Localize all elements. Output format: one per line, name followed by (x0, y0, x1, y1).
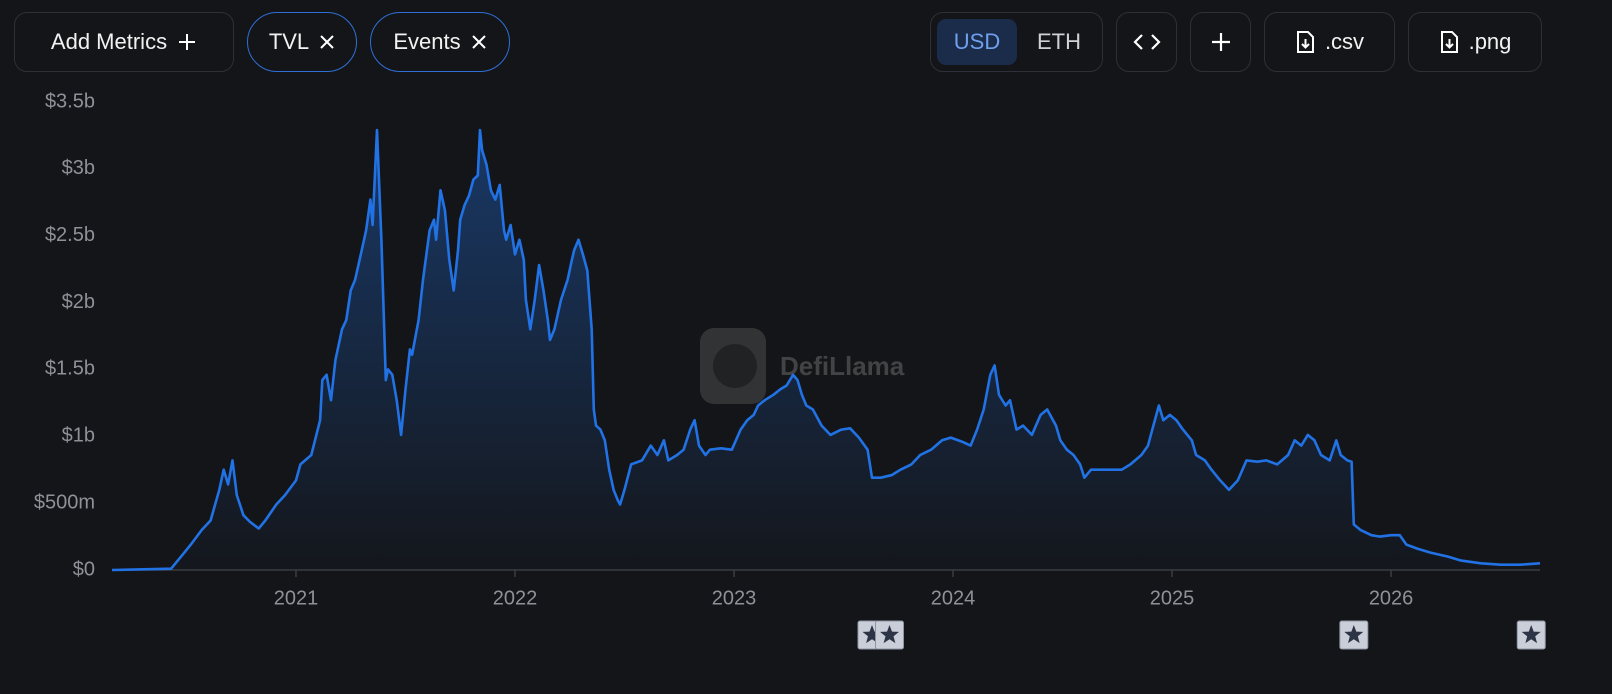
chip-label: Events (393, 29, 461, 54)
event-marker (1339, 620, 1369, 650)
watermark: DefiLlama (700, 328, 905, 404)
metric-chip[interactable]: Events (370, 12, 510, 72)
y-tick-label: $3b (62, 157, 95, 179)
add-button[interactable] (1190, 12, 1251, 72)
x-tick-label: 2024 (931, 587, 976, 609)
csv-download-button[interactable]: .csv (1264, 12, 1395, 72)
x-tick-label: 2022 (493, 587, 538, 609)
plus-icon (1211, 33, 1230, 51)
event-star (862, 625, 882, 644)
event-star (880, 625, 899, 644)
button-label: Add Metrics (50, 29, 168, 54)
plus-icon (179, 34, 196, 50)
chip-label: TVL (268, 29, 310, 54)
watermark-logo (713, 344, 757, 388)
x-tick-label: 2025 (1150, 587, 1195, 609)
file-icon (1296, 31, 1314, 53)
y-tick-label: $1.5b (45, 358, 95, 380)
y-tick-label: $1b (62, 425, 95, 447)
area (112, 130, 1540, 570)
y-tick-label: $2b (62, 291, 95, 313)
y-tick-label: $3.5b (45, 90, 95, 112)
button-label: .csv (1324, 29, 1365, 54)
y-tick-label: $0 (73, 558, 95, 580)
embed-button[interactable] (1116, 12, 1177, 72)
file-icon (1440, 31, 1458, 53)
denomination-option[interactable]: USD (937, 19, 1017, 65)
x-tick-label: 2026 (1369, 587, 1414, 609)
denomination-option[interactable]: ETH (1037, 29, 1081, 54)
y-tick-label: $500m (34, 491, 95, 513)
denomination-toggle: USD ETH (930, 12, 1103, 72)
close-icon (320, 35, 334, 49)
watermark-logo (700, 328, 766, 404)
watermark-text: DefiLlama (780, 351, 905, 381)
event-star (1521, 625, 1541, 644)
event-marker (1516, 620, 1546, 650)
close-icon (471, 35, 486, 49)
line (111, 128, 1541, 572)
metric-chip[interactable]: TVL (247, 12, 357, 72)
code-icon (1132, 34, 1161, 50)
y-tick-label: $2.5b (45, 224, 95, 246)
x-tick-label: 2023 (712, 587, 757, 609)
png-download-button[interactable]: .png (1408, 12, 1542, 72)
x-tick-label: 2021 (274, 587, 319, 609)
button-label: .png (1468, 29, 1512, 54)
chart: DefiLlama $0 $500m $1b $1.5b $2b $2.5b $3b $3.5… (34, 90, 1546, 650)
add-metrics-button[interactable]: Add Metrics (14, 12, 234, 72)
event-marker (875, 620, 905, 650)
event-star (1344, 625, 1364, 644)
